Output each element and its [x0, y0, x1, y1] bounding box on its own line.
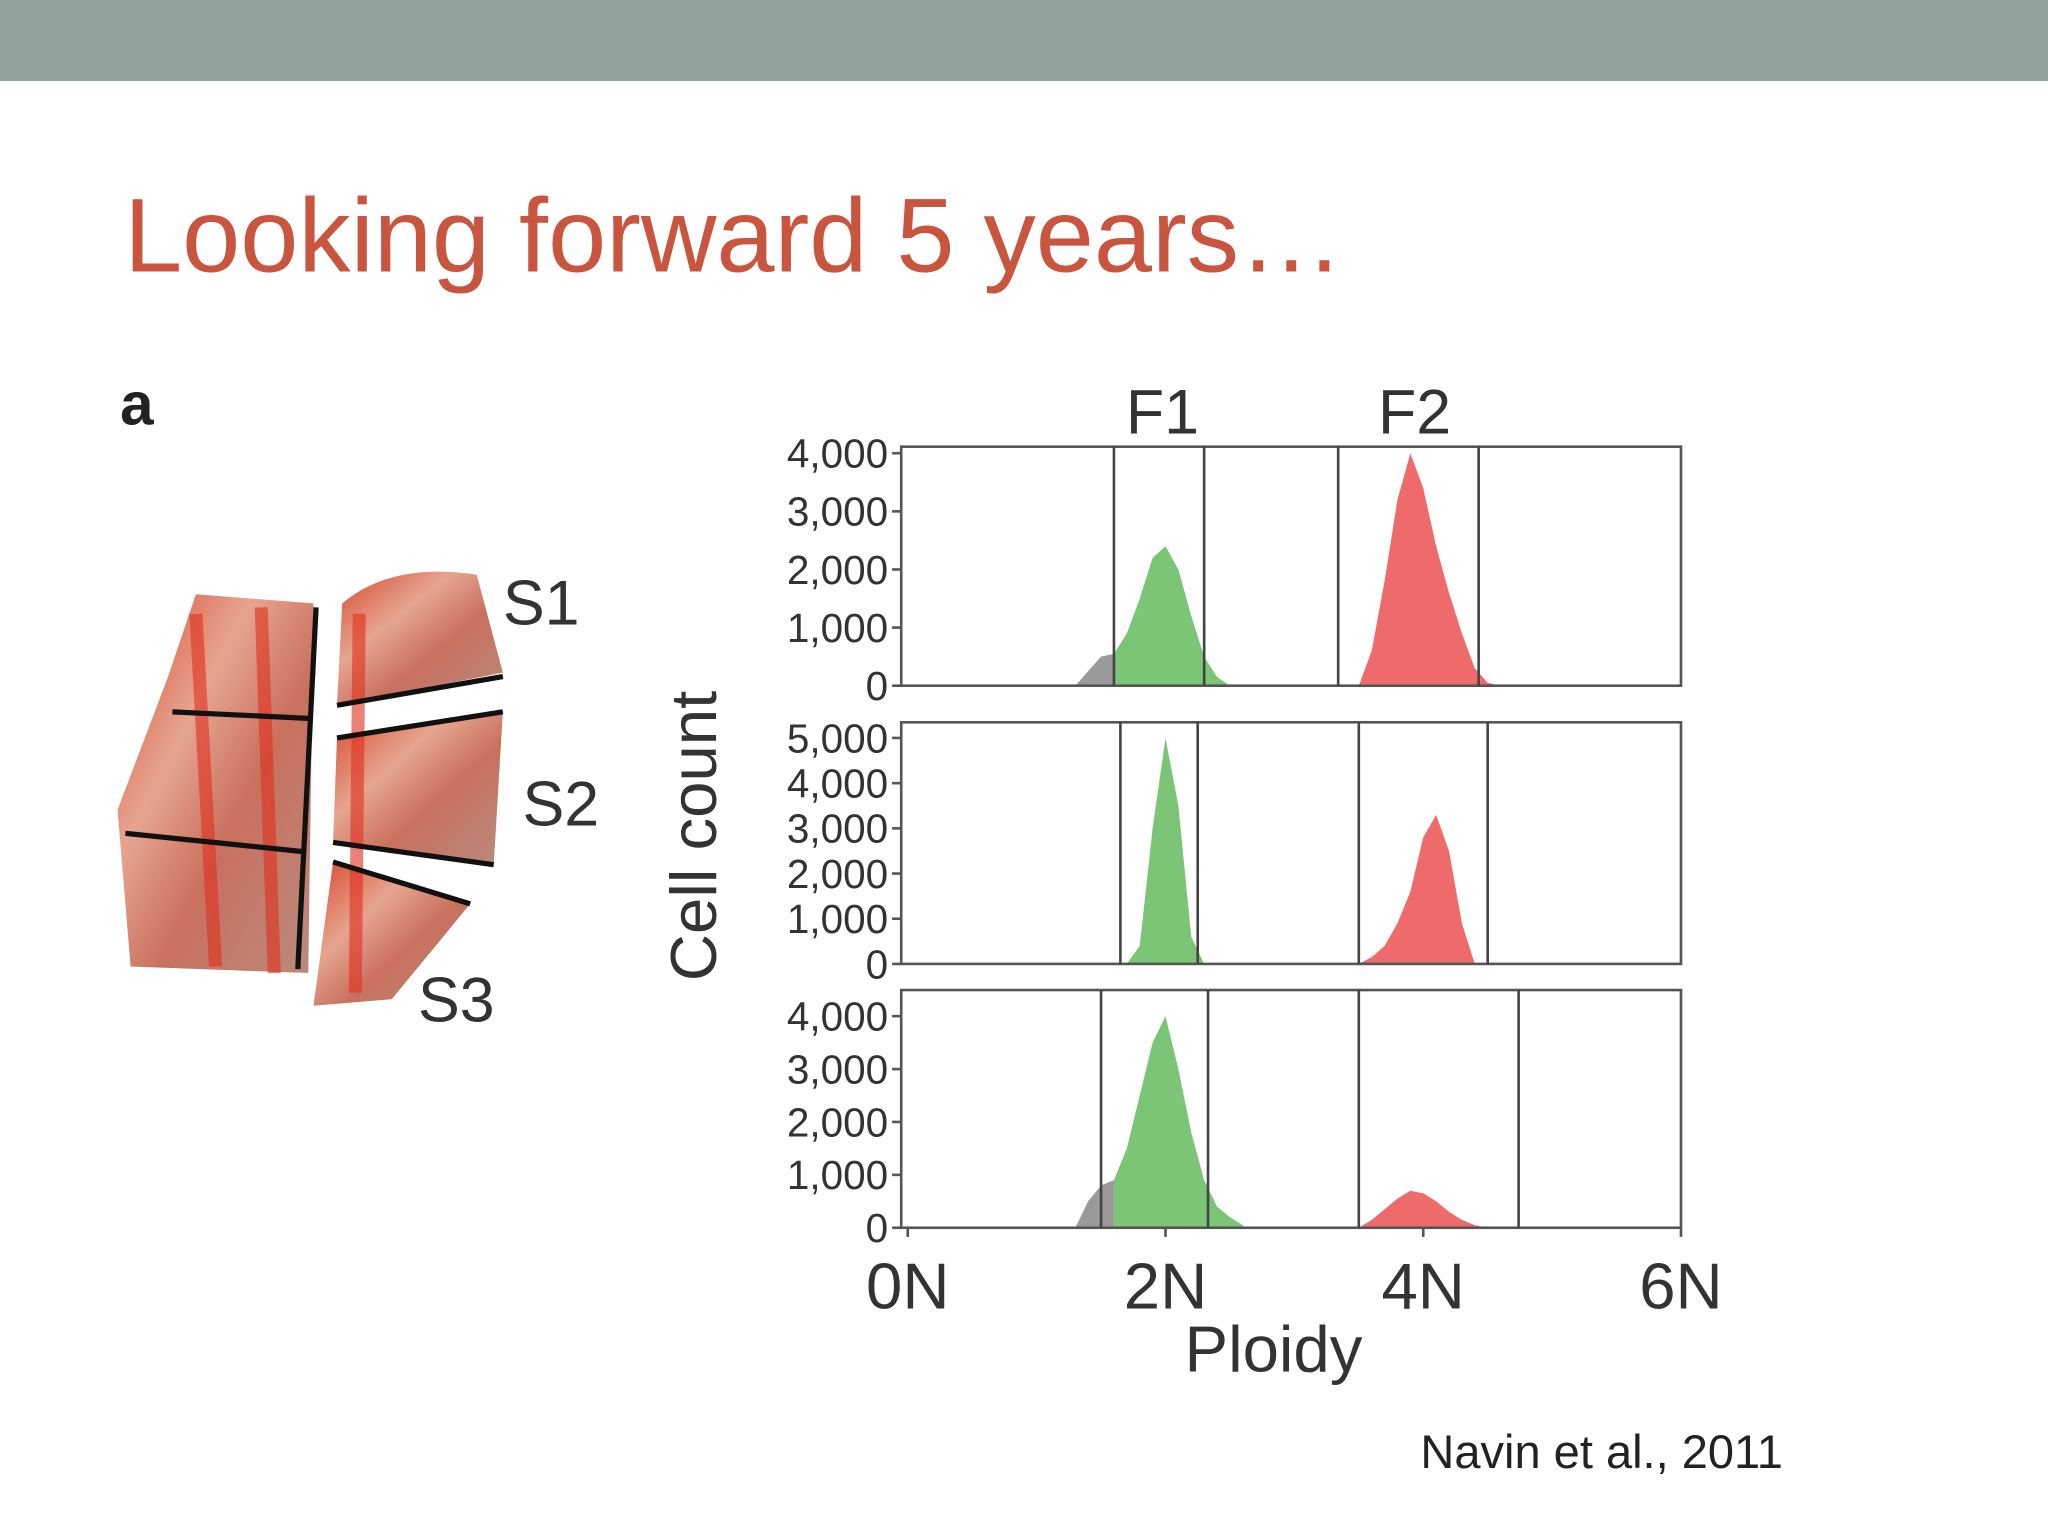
- gate-label: F1: [1126, 378, 1199, 448]
- histogram-area: [1075, 653, 1114, 686]
- panel-frame: [899, 988, 1683, 1230]
- gate-label: F2: [1378, 378, 1451, 448]
- panel-frame: [899, 445, 1683, 688]
- section-label: S2: [522, 769, 599, 839]
- y-tick-label: 1,000: [787, 1152, 888, 1198]
- y-tick-label: 1,000: [787, 896, 888, 942]
- y-tick-label: 1,000: [787, 605, 888, 651]
- tissue-image: [117, 571, 504, 1006]
- y-tick-label: 2,000: [787, 851, 888, 897]
- y-tick-label: 4,000: [787, 994, 888, 1040]
- figure-label: a: [120, 370, 154, 437]
- y-tick-label: 0: [866, 941, 889, 987]
- histogram-area: [1113, 546, 1230, 686]
- y-tick-label: 3,000: [787, 1046, 888, 1092]
- histogram-area: [1358, 453, 1501, 686]
- y-tick-label: 2,000: [787, 547, 888, 593]
- x-tick-label: 4N: [1381, 1250, 1464, 1323]
- citation: Navin et al., 2011: [1420, 1425, 1782, 1478]
- x-tick-label: 2N: [1124, 1250, 1207, 1323]
- histogram-area: [1358, 1190, 1488, 1228]
- histogram-area: [1126, 737, 1205, 964]
- slide-title: Looking forward 5 years…: [124, 178, 1343, 295]
- y-tick-label: 4,000: [787, 761, 888, 807]
- y-tick-label: 3,000: [787, 489, 888, 535]
- y-tick-label: 4,000: [787, 431, 888, 477]
- x-axis-label: Ploidy: [1185, 1312, 1363, 1385]
- histogram-area: [1075, 1180, 1114, 1228]
- y-tick-label: 0: [866, 663, 889, 709]
- y-axis-label: Cell count: [657, 691, 730, 981]
- y-tick-label: 0: [866, 1205, 889, 1251]
- x-tick-label: 0N: [866, 1250, 949, 1323]
- top-bar: [0, 0, 2048, 81]
- section-label: S3: [418, 965, 495, 1035]
- section-label: S1: [503, 568, 580, 638]
- histogram-area: [1113, 1016, 1243, 1228]
- y-tick-label: 5,000: [787, 715, 888, 761]
- histogram-area: [1358, 814, 1475, 964]
- x-tick-label: 6N: [1639, 1250, 1722, 1323]
- y-tick-label: 3,000: [787, 806, 888, 852]
- panel-frame: [899, 720, 1683, 966]
- y-tick-label: 2,000: [787, 1099, 888, 1145]
